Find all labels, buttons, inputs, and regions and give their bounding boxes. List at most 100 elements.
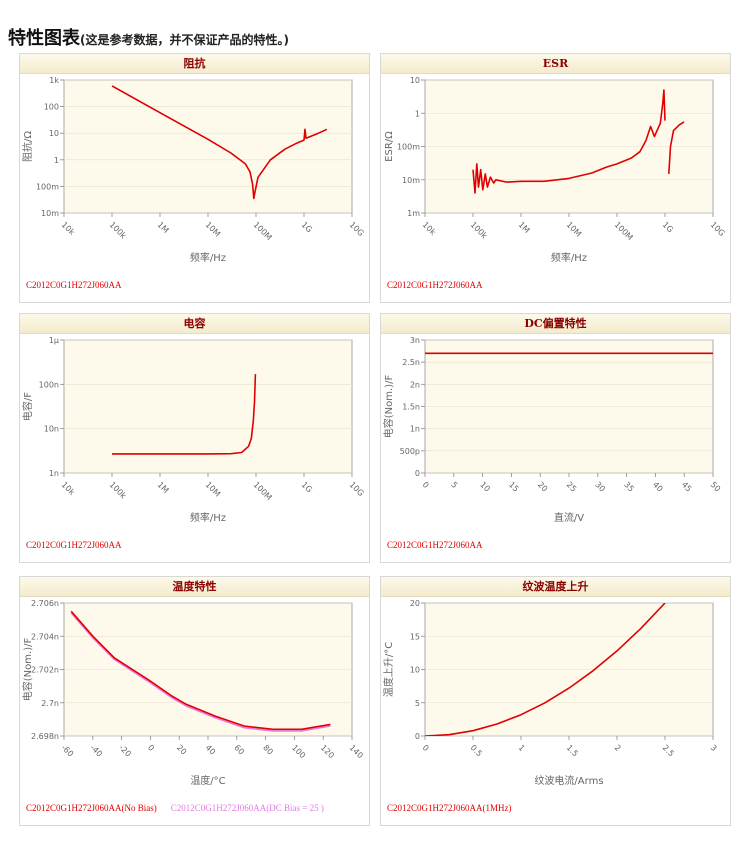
chart-panel-impedance: 阻抗 10m 100m 1 10 100 1k 10k 100k 1M 10M 100M 1G 10G 频… <box>19 53 370 303</box>
y-tick-label: 2.698n <box>31 732 59 741</box>
series-line <box>70 612 331 732</box>
legend-entry: C2012C0G1H272J060AA <box>26 280 122 290</box>
x-tick-label: 40 <box>651 480 665 494</box>
y-tick-label: 500p <box>400 447 420 456</box>
legend-entry: C2012C0G1H272J060AA(No Bias) <box>26 803 157 813</box>
x-tick-label: 2 <box>613 743 623 753</box>
x-tick-label: 100M <box>252 220 274 242</box>
legend-entry: C2012C0G1H272J060AA(1MHz) <box>387 803 512 813</box>
chart-plot: 0 5 10 15 20 0 0.5 1 1.5 2 2.5 3 纹波电流/Arms 温度上升/°C <box>382 599 719 787</box>
y-tick-label: 1n <box>410 425 420 434</box>
chart-title: ESR <box>381 54 730 74</box>
chart-plot: 1m 10m 100m 1 10 10k 100k 1M 10M 100M 1G 10G 频率/Hz ES… <box>384 76 727 264</box>
x-tick-label: 1G <box>661 220 675 234</box>
chart-panel-dc-bias: DC偏置特性 0 500p 1n 1.5n 2n 2.5n 3n 0 5 10 15 20 25 30 35… <box>380 313 731 563</box>
y-tick-label: 10 <box>410 666 420 675</box>
chart-plot: 1n 10n 100n 1μ 10k 100k 1M 10M 100M 1G 10G 频率/Hz 电容/… <box>21 336 366 524</box>
x-axis-label: 直流/V <box>554 511 584 524</box>
y-axis-label: 电容(Nom.)/F <box>21 638 34 702</box>
y-tick-label: 2.7n <box>41 699 59 708</box>
plot-area <box>63 339 353 474</box>
chart-panel-esr: ESR 1m 10m 100m 1 10 10k 100k 1M 10M 100M 1G 10G 频率/… <box>380 53 731 303</box>
y-axis-label: 电容(Nom.)/F <box>382 375 395 439</box>
y-tick-label: 2.5n <box>402 358 420 367</box>
y-tick-label: 2n <box>410 380 420 389</box>
y-tick-label: 0 <box>415 469 420 478</box>
series-line <box>668 121 685 174</box>
y-tick-label: 0 <box>415 732 420 741</box>
chart-footnote: C2012C0G1H272J060AA <box>26 540 122 550</box>
chart-footnote: C2012C0G1H272J060AA <box>387 540 483 550</box>
x-tick-label: 0 <box>146 743 156 753</box>
chart-footnote: C2012C0G1H272J060AA(No Bias) C2012C0G1H27… <box>26 803 324 813</box>
x-tick-label: -40 <box>88 743 104 759</box>
x-tick-label: 15 <box>507 480 521 494</box>
y-tick-label: 2.704n <box>31 632 59 641</box>
y-tick-label: 5 <box>415 699 420 708</box>
y-axis-label: 温度上升/°C <box>382 642 395 697</box>
x-tick-label: 100k <box>108 480 129 501</box>
y-tick-label: 100m <box>36 182 59 191</box>
chart-title: 温度特性 <box>20 577 369 597</box>
plot-area <box>63 79 353 214</box>
y-tick-label: 2.702n <box>31 666 59 675</box>
y-tick-label: 10 <box>410 76 420 85</box>
x-tick-label: 0 <box>421 743 431 753</box>
x-tick-label: 5 <box>449 480 459 490</box>
y-tick-label: 1 <box>54 156 59 165</box>
chart-plot: 10m 100m 1 10 100 1k 10k 100k 1M 10M 100M 1G 10G 频率/H… <box>21 76 366 264</box>
x-tick-label: 1 <box>517 743 527 753</box>
x-axis-label: 频率/Hz <box>190 511 226 524</box>
y-tick-label: 3n <box>410 336 420 345</box>
legend-entry: C2012C0G1H272J060AA(DC Bias = 25 ) <box>170 803 324 813</box>
x-tick-label: 10G <box>348 220 366 238</box>
x-tick-label: 30 <box>593 480 607 494</box>
x-tick-label: 20 <box>536 480 550 494</box>
x-axis-label: 纹波电流/Arms <box>534 774 603 787</box>
x-tick-label: 1M <box>156 480 171 495</box>
x-tick-label: 35 <box>622 480 636 494</box>
x-tick-label: 10k <box>421 220 438 237</box>
x-tick-label: -20 <box>117 743 133 759</box>
x-axis-label: 频率/Hz <box>551 251 587 264</box>
y-axis-label: 电容/F <box>21 392 34 421</box>
y-tick-label: 100n <box>39 380 59 389</box>
x-tick-label: 25 <box>565 480 579 494</box>
chart-panel-capacitance: 电容 1n 10n 100n 1μ 10k 100k 1M 10M 100M 1G 10G 频率/Hz… <box>19 313 370 563</box>
y-tick-label: 15 <box>410 632 420 641</box>
x-tick-label: 10 <box>478 480 492 494</box>
x-tick-label: 140 <box>348 743 365 760</box>
y-tick-label: 2.706n <box>31 599 59 608</box>
chart-title: 纹波温度上升 <box>381 577 730 597</box>
y-tick-label: 10 <box>49 129 59 138</box>
x-tick-label: 100 <box>290 743 307 760</box>
chart-title: 电容 <box>20 314 369 334</box>
x-tick-label: 10G <box>348 480 366 498</box>
x-tick-label: 100M <box>252 480 274 502</box>
chart-title: 阻抗 <box>20 54 369 74</box>
x-tick-label: 3 <box>709 743 719 753</box>
x-tick-label: 10k <box>60 480 77 497</box>
y-tick-label: 1k <box>49 76 59 85</box>
x-tick-label: -60 <box>60 743 76 759</box>
y-axis-label: 阻抗/Ω <box>21 131 34 162</box>
x-tick-label: 2.5 <box>661 743 676 758</box>
x-axis-label: 温度/°C <box>190 774 225 787</box>
x-tick-label: 0 <box>421 480 431 490</box>
x-tick-label: 60 <box>232 743 246 757</box>
x-tick-label: 10M <box>204 220 223 239</box>
x-tick-label: 100M <box>613 220 635 242</box>
chart-panel-ripple: 纹波温度上升 0 5 10 15 20 0 0.5 1 1.5 2 2.5 3 纹波电流/Arms 温度上… <box>380 576 731 826</box>
x-tick-label: 1M <box>156 220 171 235</box>
x-tick-label: 10M <box>204 480 223 499</box>
x-tick-label: 120 <box>319 743 336 760</box>
x-tick-label: 1M <box>517 220 532 235</box>
legend-entry: C2012C0G1H272J060AA <box>26 540 122 550</box>
y-tick-label: 1μ <box>49 336 59 345</box>
page-title: 特性图表(这是参考数据，并不保证产品的特性。) <box>8 14 289 52</box>
chart-panel-temperature: 温度特性 2.698n 2.7n 2.702n 2.704n 2.706n -60 -40-… <box>19 576 370 826</box>
chart-footnote: C2012C0G1H272J060AA <box>26 280 122 290</box>
y-tick-label: 10m <box>41 209 59 218</box>
y-tick-label: 1n <box>49 469 59 478</box>
chart-plot: 0 500p 1n 1.5n 2n 2.5n 3n 0 5 10 15 20 25 30 35 40 45 50 直… <box>382 336 722 524</box>
